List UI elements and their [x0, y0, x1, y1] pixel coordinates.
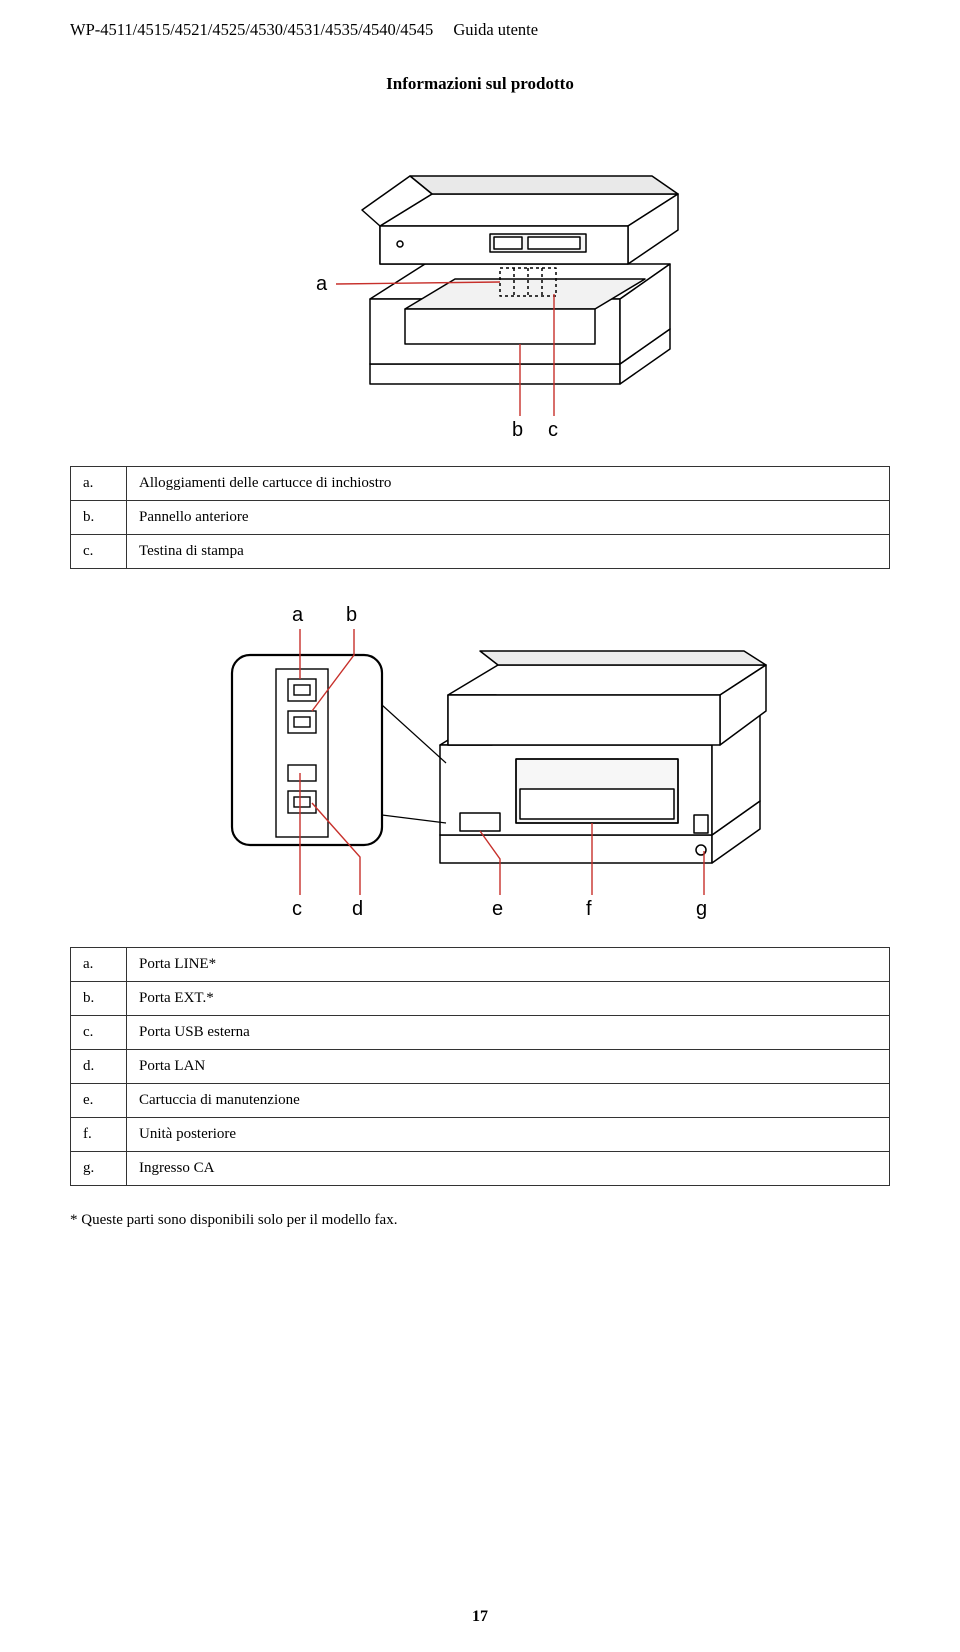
table-row: b. Porta EXT.* — [71, 982, 890, 1016]
table2-key-0: a. — [71, 948, 127, 982]
footnote: * Queste parti sono disponibili solo per… — [70, 1212, 890, 1229]
table1-body: a. Alloggiamenti delle cartucce di inchi… — [71, 467, 890, 569]
table-row: c. Porta USB esterna — [71, 1016, 890, 1050]
table2-val-1: Porta EXT.* — [127, 982, 890, 1016]
section-title: Informazioni sul prodotto — [70, 74, 890, 94]
table-row: f. Unità posteriore — [71, 1118, 890, 1152]
figure1-svg: a b c — [250, 134, 710, 444]
table1-val-0: Alloggiamenti delle cartucce di inchiost… — [127, 467, 890, 501]
table1-val-1: Pannello anteriore — [127, 501, 890, 535]
fig2-label-e: e — [492, 898, 503, 920]
fig2-label-b: b — [346, 604, 357, 626]
fig2-label-d: d — [352, 898, 363, 920]
page-header: WP-4511/4515/4521/4525/4530/4531/4535/45… — [70, 20, 890, 40]
table2-key-1: b. — [71, 982, 127, 1016]
table-row: a. Alloggiamenti delle cartucce di inchi… — [71, 467, 890, 501]
figure2-svg: a b c d e f g — [160, 595, 800, 925]
table2-val-6: Ingresso CA — [127, 1152, 890, 1186]
table1-key-1: b. — [71, 501, 127, 535]
table2-key-6: g. — [71, 1152, 127, 1186]
figure-printer-front: a b c — [70, 134, 890, 444]
table-row: e. Cartuccia di manutenzione — [71, 1084, 890, 1118]
page-number: 17 — [0, 1608, 960, 1626]
table-row: g. Ingresso CA — [71, 1152, 890, 1186]
guide-label: Guida utente — [453, 20, 538, 40]
table1-key-2: c. — [71, 535, 127, 569]
fig1-label-b: b — [512, 419, 523, 441]
model-list: WP-4511/4515/4521/4525/4530/4531/4535/45… — [70, 20, 433, 40]
table-row: b. Pannello anteriore — [71, 501, 890, 535]
parts-table-1: a. Alloggiamenti delle cartucce di inchi… — [70, 466, 890, 569]
fig2-label-g: g — [696, 898, 707, 920]
table-row: c. Testina di stampa — [71, 535, 890, 569]
table2-val-3: Porta LAN — [127, 1050, 890, 1084]
table2-key-2: c. — [71, 1016, 127, 1050]
fig1-label-c: c — [548, 419, 558, 441]
table2-val-4: Cartuccia di manutenzione — [127, 1084, 890, 1118]
table2-key-4: e. — [71, 1084, 127, 1118]
table2-val-2: Porta USB esterna — [127, 1016, 890, 1050]
fig1-label-a: a — [316, 273, 328, 295]
table1-val-2: Testina di stampa — [127, 535, 890, 569]
table2-key-3: d. — [71, 1050, 127, 1084]
table1-key-0: a. — [71, 467, 127, 501]
table2-val-0: Porta LINE* — [127, 948, 890, 982]
table2-val-5: Unità posteriore — [127, 1118, 890, 1152]
table-row: d. Porta LAN — [71, 1050, 890, 1084]
table-row: a. Porta LINE* — [71, 948, 890, 982]
table2-key-5: f. — [71, 1118, 127, 1152]
figure-printer-back: a b c d e f g — [70, 595, 890, 925]
fig2-label-f: f — [586, 898, 592, 920]
fig2-label-a: a — [292, 604, 304, 626]
table2-body: a. Porta LINE* b. Porta EXT.* c. Porta U… — [71, 948, 890, 1186]
fig2-label-c: c — [292, 898, 302, 920]
parts-table-2: a. Porta LINE* b. Porta EXT.* c. Porta U… — [70, 947, 890, 1186]
